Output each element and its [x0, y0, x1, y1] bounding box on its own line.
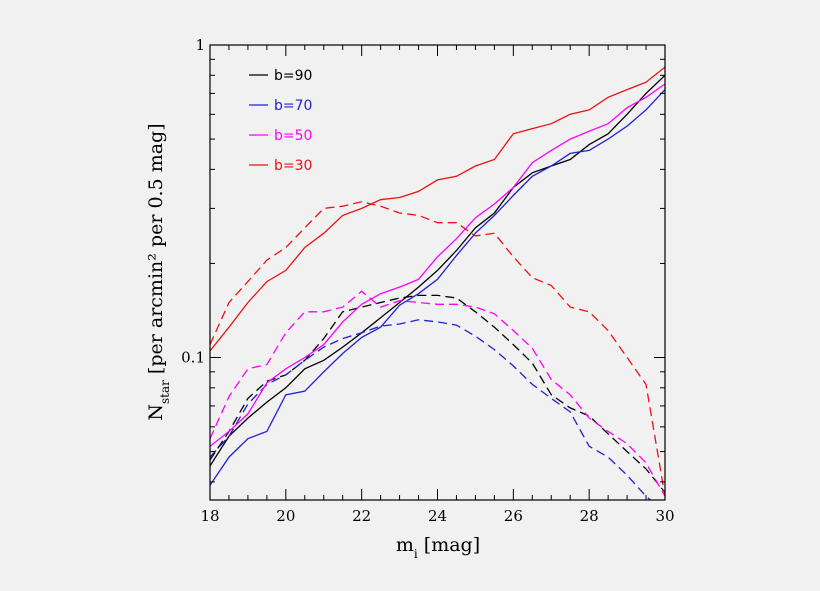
legend-label: b=90	[274, 68, 312, 84]
series-line-b50-dashed	[210, 290, 665, 497]
series-line-b50-solid	[210, 83, 665, 447]
y-tick-label: 1	[195, 36, 205, 54]
y-tick-label: 0.1	[181, 349, 205, 367]
x-axis-title: mi [mag]	[396, 534, 480, 561]
series-line-b70-solid	[210, 89, 665, 486]
series-line-b90-solid	[210, 74, 665, 467]
plot-curves	[210, 66, 665, 500]
legend-label: b=50	[274, 128, 312, 144]
x-tick-label: 26	[504, 507, 523, 525]
series-line-b70-dashed	[210, 319, 652, 500]
x-tick-label: 24	[428, 507, 447, 525]
x-tick-label: 30	[655, 507, 674, 525]
x-tick-label: 28	[580, 507, 599, 525]
plot-axes: 18 20 22 24 26 28 30 0.1 1	[181, 36, 674, 525]
series-line-b30-solid	[210, 66, 665, 352]
legend-label: b=30	[274, 158, 312, 174]
y-axis-title: Nstar [per arcmin² per 0.5 mag]	[145, 123, 172, 420]
x-tick-label: 18	[200, 507, 219, 525]
x-tick-label: 20	[276, 507, 295, 525]
x-tick-label: 22	[352, 507, 371, 525]
series-line-b30-dashed	[210, 201, 665, 497]
chart-legend: b=90 b=70 b=50 b=30	[249, 68, 312, 174]
legend-label: b=70	[274, 98, 312, 114]
